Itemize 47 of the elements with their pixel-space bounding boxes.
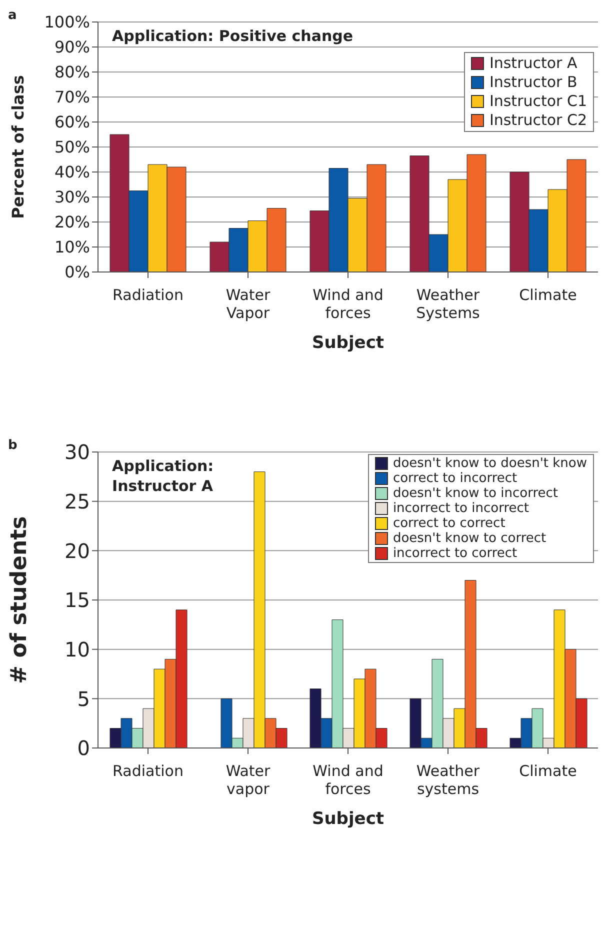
x-tick-label: Weather systems [416, 762, 480, 798]
text: b [8, 438, 18, 453]
x-axis-title: Subject [312, 809, 384, 829]
x-tick-label: Water Vapor [226, 286, 271, 322]
y-tick-label: 60% [54, 112, 90, 132]
y-tick-label: 50% [54, 138, 90, 157]
y-axis-title: Percent of class [8, 75, 28, 219]
y-tick-label: 20% [54, 212, 90, 232]
legend-label: Instructor A [489, 54, 578, 73]
y-tick-label: 20 [64, 538, 90, 563]
x-tick-label: Radiation [112, 762, 184, 780]
x-tick-label: Wind and forces [312, 762, 384, 798]
y-tick-label: 0% [64, 262, 90, 282]
legend-label: Instructor C1 [489, 92, 587, 111]
text: a [8, 8, 17, 23]
y-tick-label: 10 [64, 637, 90, 662]
legend-label: Instructor C2 [489, 111, 587, 130]
y-tick-label: 25 [64, 489, 90, 514]
legend-label: incorrect to correct [392, 546, 518, 561]
x-tick-label: Climate [519, 286, 577, 304]
x-axis-title: Subject [312, 333, 384, 353]
y-tick-label: 100% [44, 12, 90, 32]
y-tick-label: 15 [64, 588, 90, 612]
x-tick-label: Climate [519, 762, 577, 780]
legend-label: correct to correct [392, 516, 506, 531]
x-tick-label: Water vapor [226, 762, 271, 798]
y-tick-label: 30% [54, 188, 90, 207]
y-axis-title: # of students [6, 516, 32, 684]
y-tick-label: 5 [77, 686, 90, 711]
text: Application: Instructor A [112, 456, 214, 496]
y-tick-label: 70% [54, 88, 90, 107]
x-tick-label: Radiation [112, 286, 184, 304]
x-tick-label: Weather Systems [416, 286, 480, 322]
y-tick-label: 10% [54, 238, 90, 257]
y-tick-label: 40% [54, 162, 90, 182]
y-tick-label: 80% [54, 62, 90, 82]
legend-label: Instructor B [489, 73, 578, 92]
legend-label: doesn't know to doesn't know [392, 456, 587, 471]
y-tick-label: 90% [54, 38, 90, 57]
legend-label: incorrect to incorrect [392, 501, 529, 516]
y-tick-label: 30 [64, 440, 90, 464]
legend-label: correct to incorrect [392, 471, 518, 486]
x-tick-label: Wind and forces [312, 286, 384, 322]
chart-title: Application: Positive change [112, 26, 354, 46]
legend-label: doesn't know to incorrect [392, 486, 558, 501]
y-tick-label: 0 [77, 736, 90, 760]
legend-label: doesn't know to correct [392, 531, 546, 546]
